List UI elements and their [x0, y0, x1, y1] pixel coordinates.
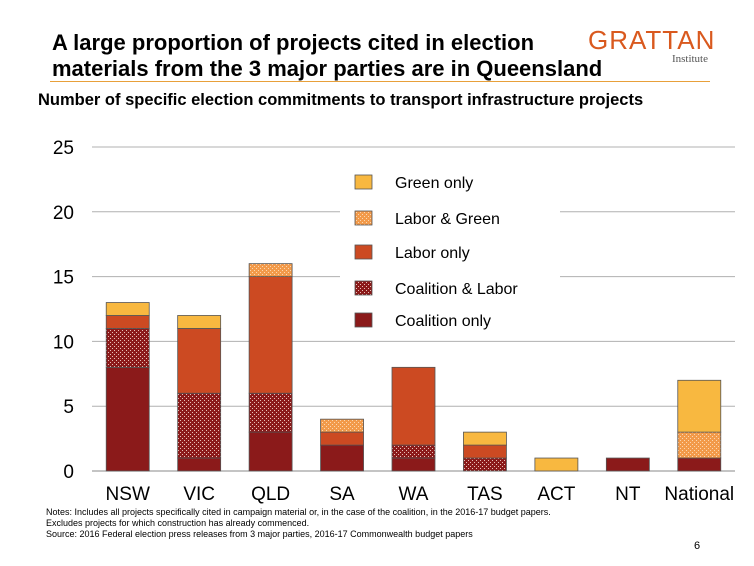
bar-segment-sa-labor-only [320, 431, 364, 446]
bar-segment-vic-labor-only [177, 328, 222, 394]
bar-segment-qld-coalition-only [248, 431, 293, 472]
slide-title: A large proportion of projects cited in … [52, 30, 603, 81]
note-line-2: Excludes projects for which construction… [46, 518, 310, 528]
y-tick-label: 5 [63, 397, 74, 418]
bar-segment-nsw-coalition-only [105, 366, 150, 472]
x-tick-label-qld: QLD [251, 484, 290, 505]
bar-segment-wa-coalition-only [391, 457, 436, 472]
y-tick-label: 10 [53, 332, 74, 353]
logo-subtext: Institute [671, 53, 708, 65]
bar-segment-wa-coalition-and-labor [391, 444, 436, 459]
bar-segment-sa-labor-and-green [320, 418, 364, 433]
page-number: 6 [694, 540, 701, 552]
y-tick-label: 20 [53, 203, 74, 224]
y-axis-ticks: 0 5 10 15 20 25 [53, 138, 74, 483]
legend: Green only Labor & Green Labor only Coaliti… [340, 166, 560, 338]
x-tick-label-nt: NT [615, 484, 641, 505]
logo-wordmark: GRATTAN [588, 25, 716, 55]
legend-label-coalition-and-labor: Coalition & Labor [395, 281, 518, 298]
legend-swatch-green-only [354, 174, 373, 190]
bar-segment-vic-green-only [177, 315, 222, 329]
x-axis-ticks: NSW VIC QLD SA WA TAS ACT NT National [106, 484, 735, 505]
bar-segment-tas-green-only [463, 431, 507, 446]
x-tick-label-nsw: NSW [106, 484, 150, 505]
bar-segment-vic-coalition-and-labor [177, 392, 222, 459]
x-tick-label-wa: WA [399, 484, 429, 505]
x-tick-label-sa: SA [329, 484, 355, 505]
x-tick-label-act: ACT [537, 484, 575, 505]
legend-label-labor-and-green: Labor & Green [395, 211, 500, 228]
bar-segment-qld-labor-and-green [248, 263, 293, 278]
bar-segment-national-labor-and-green [677, 431, 722, 459]
notes-block: Notes: Includes all projects specificall… [46, 507, 686, 540]
x-tick-label-national: National [664, 484, 734, 505]
bar-segment-qld-coalition-and-labor [248, 392, 293, 433]
bar-segment-sa-coalition-only [320, 444, 364, 472]
x-tick-label-tas: TAS [467, 484, 503, 505]
title-underline [50, 81, 710, 82]
bar-segment-tas-labor-only [463, 444, 507, 459]
bar-segment-act-green-only [534, 457, 579, 472]
bar-segment-nt-coalition-only [605, 457, 650, 472]
bar-segment-national-green-only [677, 379, 722, 433]
legend-background [340, 166, 560, 338]
legend-swatch-coalition-and-labor [354, 280, 373, 296]
legend-swatch-labor-only [354, 244, 373, 260]
legend-label-labor-only: Labor only [395, 245, 470, 262]
y-tick-label: 25 [53, 138, 74, 159]
bar-segment-nsw-labor-only [105, 315, 150, 329]
legend-swatch-coalition-only [354, 312, 373, 328]
bar-segment-wa-labor-only [391, 366, 436, 446]
chart-title: Number of specific election commitments … [38, 91, 644, 109]
legend-swatch-labor-and-green [354, 210, 373, 226]
note-line-1: Notes: Includes all projects specificall… [46, 507, 551, 517]
y-tick-label: 0 [63, 462, 74, 483]
legend-label-coalition-only: Coalition only [395, 313, 491, 330]
source-line: Source: 2016 Federal election press rele… [46, 529, 473, 539]
bar-segment-tas-coalition-and-labor [463, 457, 507, 472]
legend-label-green-only: Green only [395, 175, 473, 192]
y-tick-label: 15 [53, 268, 74, 289]
bar-segment-national-coalition-only [677, 457, 722, 472]
x-tick-label-vic: VIC [183, 484, 215, 505]
grattan-logo: GRATTAN Institute [588, 25, 716, 65]
bar-segment-vic-coalition-only [177, 457, 222, 472]
bar-segment-qld-labor-only [248, 276, 293, 394]
bars [105, 263, 722, 472]
bar-segment-nsw-coalition-and-labor [105, 328, 150, 368]
bar-segment-nsw-green-only [105, 302, 150, 316]
